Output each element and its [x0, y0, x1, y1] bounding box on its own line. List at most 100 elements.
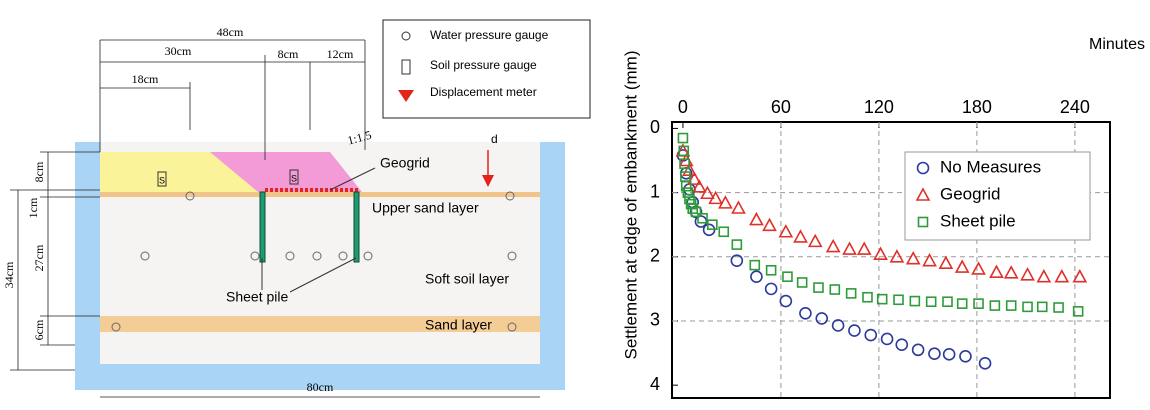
y-tick-label: 0 — [650, 117, 660, 137]
point — [895, 338, 909, 352]
point — [678, 145, 690, 157]
legend-symbol — [401, 59, 411, 75]
x-tick-label: 240 — [1060, 97, 1090, 117]
layer-label: Sheet pile — [226, 289, 288, 305]
point — [848, 324, 861, 337]
point — [829, 284, 841, 295]
point — [762, 217, 777, 232]
point — [730, 254, 744, 267]
point — [856, 241, 872, 255]
point — [922, 252, 937, 267]
point — [677, 132, 689, 144]
legend-label: Sheet pile — [940, 211, 1016, 230]
point — [778, 224, 794, 238]
point — [815, 312, 829, 325]
dim-label: 1cm — [26, 197, 40, 218]
point — [782, 271, 793, 282]
point — [1003, 265, 1019, 279]
point — [942, 296, 953, 308]
point — [959, 349, 972, 363]
point — [1072, 269, 1088, 283]
legend-label: Displacement meter — [430, 85, 537, 99]
y-tick-label: 1 — [650, 181, 660, 201]
y-tick-label: 3 — [650, 310, 660, 330]
water-gauge — [250, 251, 260, 261]
point — [925, 296, 937, 308]
diagram: S S d 48cm 30cm 8cm 12cm 18cm 80cm 34cm … — [2, 19, 591, 398]
dimension-lines — [10, 39, 540, 398]
point — [971, 261, 986, 275]
upper-sand — [100, 192, 540, 197]
point — [845, 288, 857, 299]
x-tick-label: 60 — [771, 97, 791, 117]
point — [707, 219, 718, 230]
point — [679, 158, 690, 170]
point — [718, 226, 730, 238]
sheet-pile — [259, 191, 266, 263]
point — [687, 203, 699, 214]
point — [765, 264, 777, 276]
point — [793, 229, 808, 243]
point — [973, 298, 984, 309]
point — [954, 259, 970, 273]
legend-label: Geogrid — [940, 184, 1000, 203]
legend-label: Water pressure gauge — [430, 28, 549, 42]
legend-symbol — [916, 161, 930, 175]
point — [718, 195, 733, 209]
point — [807, 233, 823, 248]
legend-symbol — [915, 187, 931, 201]
point — [831, 319, 845, 332]
point — [691, 179, 707, 193]
water-gauge — [285, 251, 295, 261]
y-tick-label: 2 — [650, 246, 660, 266]
water-gauge — [507, 251, 517, 261]
water-gauge — [363, 251, 373, 261]
point — [697, 212, 708, 224]
point — [764, 282, 778, 296]
point — [911, 343, 925, 357]
dim-label: 27cm — [32, 244, 46, 271]
point — [796, 277, 808, 288]
point — [928, 347, 941, 361]
point — [1020, 267, 1035, 281]
point — [880, 332, 894, 346]
point — [909, 295, 921, 307]
layer-label: Upper sand layer — [372, 200, 479, 216]
displacement-arrow-head — [482, 175, 494, 187]
dim-label: 30cm — [165, 44, 192, 58]
point — [690, 206, 702, 218]
dim-label: 6cm — [32, 319, 46, 340]
point — [708, 190, 723, 205]
water-gauge — [312, 251, 322, 261]
sand-layer — [100, 316, 540, 332]
soil-gauge — [289, 169, 299, 185]
displacement-label: d — [491, 132, 498, 146]
water-gauge — [140, 251, 150, 261]
embankment-slope — [210, 152, 362, 192]
point — [779, 294, 793, 308]
point — [864, 328, 878, 342]
point — [825, 238, 841, 253]
point — [989, 300, 1001, 311]
point — [731, 239, 743, 250]
dim-label: 34cm — [2, 261, 16, 288]
x-tick-label: 180 — [962, 97, 992, 117]
point — [731, 200, 746, 214]
point — [942, 348, 956, 361]
soil-gauge — [157, 171, 167, 187]
point — [842, 241, 857, 255]
point — [749, 211, 764, 226]
point — [799, 306, 812, 320]
legend-label: No Measures — [940, 157, 1041, 176]
point — [1036, 269, 1052, 283]
point — [978, 357, 992, 370]
point — [750, 270, 763, 283]
point — [682, 187, 694, 198]
embankment-left — [100, 152, 258, 192]
y-axis-label: Settlement at edge of embankment (mm) — [621, 51, 640, 360]
point — [989, 264, 1004, 278]
point — [862, 291, 873, 303]
chart: Settlement at edge of embankment (mm) Mi… — [621, 36, 1145, 399]
sheet-pile — [353, 191, 360, 263]
layer-label: Sand layer — [425, 317, 492, 333]
